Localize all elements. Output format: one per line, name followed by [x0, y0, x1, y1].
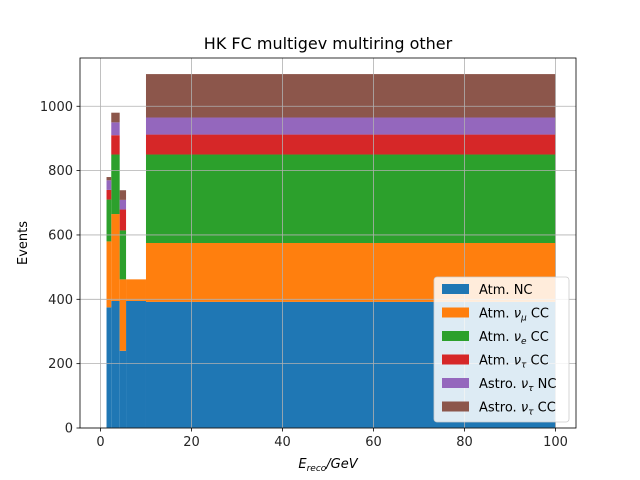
legend-label-3: Atm. ντ CC	[479, 354, 549, 371]
y-tick-label-1: 200	[48, 357, 73, 372]
x-tick-label-5: 100	[543, 435, 568, 450]
x-axis-label-sub: reco	[307, 464, 327, 474]
bar-series-0-bin-1	[111, 300, 120, 428]
legend-swatch-5	[442, 401, 469, 412]
bar-series-3-bin-2	[119, 209, 127, 231]
bar-series-4-bin-0	[106, 180, 112, 190]
legend-label-2: Atm. νe CC	[479, 330, 549, 347]
bar-series-5-bin-4	[145, 74, 556, 118]
bar-series-2-bin-2	[119, 230, 127, 280]
bar-series-2-bin-1	[111, 154, 120, 215]
bar-series-0-bin-0	[106, 307, 112, 428]
bar-series-4-bin-2	[119, 199, 127, 210]
legend-label-0: Atm. NC	[479, 283, 533, 298]
legend-swatch-3	[442, 354, 469, 365]
bar-series-3-bin-1	[111, 135, 120, 155]
legend-swatch-2	[442, 331, 469, 341]
bar-series-1-bin-3	[126, 279, 146, 301]
legend-swatch-0	[442, 284, 469, 294]
y-axis-label: Events	[16, 221, 31, 265]
y-tick-label-2: 400	[48, 293, 73, 308]
bar-series-3-bin-4	[145, 134, 556, 155]
bar-series-5-bin-0	[106, 177, 112, 181]
y-tick-label-5: 1000	[40, 100, 73, 115]
legend-label-5: Astro. ντ CC	[479, 401, 556, 418]
legend: Atm. NC Atm. νμ CC Atm. νe CC Atm. ντ CC Ast…	[433, 276, 570, 423]
bar-series-1-bin-0	[106, 241, 112, 308]
x-axis-label-main: E	[298, 457, 307, 472]
y-tick-label-4: 800	[48, 164, 73, 179]
bar-series-4-bin-4	[145, 117, 556, 135]
bar-series-2-bin-0	[106, 199, 112, 242]
x-tick-label-3: 60	[365, 435, 382, 450]
legend-label-1: Atm. νμ CC	[479, 307, 549, 324]
x-tick-label-4: 80	[456, 435, 473, 450]
bar-series-3-bin-0	[106, 189, 112, 200]
bar-series-2-bin-4	[145, 154, 556, 243]
x-axis-label-rest: /GeV	[325, 457, 358, 472]
x-tick-label-0: 0	[96, 435, 104, 450]
y-tick-label-0: 0	[65, 422, 73, 437]
bar-series-1-bin-2	[119, 279, 127, 351]
bar-series-5-bin-1	[111, 112, 120, 123]
y-tick-label-3: 600	[48, 228, 73, 243]
bar-series-0-bin-2	[119, 350, 127, 428]
x-tick-label-2: 40	[274, 435, 291, 450]
bar-series-5-bin-2	[119, 190, 127, 200]
chart-title: HK FC multigev multiring other	[204, 34, 453, 53]
legend-swatch-4	[442, 378, 469, 388]
bar-series-1-bin-1	[111, 214, 120, 301]
axes-frame	[79, 57, 577, 429]
legend-label-4: Astro. ντ NC	[479, 377, 556, 394]
x-axis-label: Ereco/GeV	[298, 457, 358, 474]
bar-series-0-bin-3	[126, 300, 146, 428]
legend-swatch-1	[442, 307, 469, 318]
bar-series-4-bin-1	[111, 122, 120, 136]
x-tick-label-1: 20	[183, 435, 200, 450]
